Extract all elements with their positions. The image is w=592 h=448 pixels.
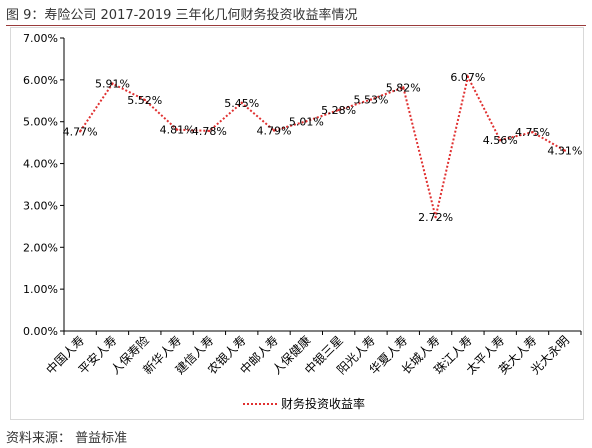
y-tick-label: 7.00%: [23, 32, 58, 45]
data-point: [272, 129, 276, 132]
y-tick-label: 5.00%: [23, 116, 58, 129]
data-point: [305, 120, 308, 123]
data-label: 5.45%: [224, 97, 259, 110]
figure-title: 图 9：寿险公司 2017-2019 三年化几何财务投资收益率情况: [6, 8, 358, 23]
data-label: 5.53%: [353, 94, 388, 107]
y-tick-label: 2.00%: [23, 241, 58, 254]
y-tick-label: 6.00%: [23, 74, 58, 87]
data-point: [563, 149, 567, 152]
data-label: 5.52%: [127, 94, 162, 107]
data-point: [240, 101, 243, 105]
data-point: [143, 98, 146, 102]
y-tick-label: 1.00%: [23, 283, 58, 296]
data-label: 4.31%: [547, 145, 582, 158]
data-point: [402, 86, 405, 89]
legend-label: 财务投资收益率: [281, 396, 365, 411]
series-line: [79, 74, 566, 218]
line-chart: 0.00% 1.00% 2.00% 3.00% 4.00% 5.00% 6.00% 7.00%…: [23, 32, 582, 411]
data-label: 5.01%: [289, 115, 324, 128]
y-tick-label: 0.00%: [23, 325, 58, 338]
data-point: [369, 98, 373, 101]
data-point: [499, 138, 502, 142]
title-rule: [6, 25, 586, 26]
data-label: 4.79%: [257, 125, 292, 138]
data-label: 4.75%: [515, 126, 550, 139]
data-label: 5.82%: [386, 81, 421, 94]
data-point: [466, 75, 470, 79]
data-point: [175, 128, 179, 131]
data-label: 2.72%: [418, 211, 453, 224]
data-point: [208, 129, 211, 133]
data-point: [531, 130, 534, 134]
source-note: 资料来源： 普益标准: [6, 431, 128, 446]
data-point: [111, 82, 114, 85]
data-label: 4.78%: [192, 125, 227, 138]
data-point: [434, 215, 437, 219]
data-label: 4.56%: [483, 134, 518, 147]
data-point: [78, 130, 82, 133]
data-label: 6.07%: [450, 71, 485, 84]
data-label: 4.77%: [63, 125, 98, 138]
y-tick-label: 3.00%: [23, 199, 58, 212]
data-label: 4.81%: [160, 124, 195, 137]
data-point: [337, 108, 340, 112]
data-label: 5.28%: [321, 104, 356, 117]
data-label: 5.91%: [95, 78, 130, 91]
y-tick-label: 4.00%: [23, 158, 58, 171]
chart-frame: 0.00% 1.00% 2.00% 3.00% 4.00% 5.00% 6.00% 7.00%…: [10, 27, 584, 420]
